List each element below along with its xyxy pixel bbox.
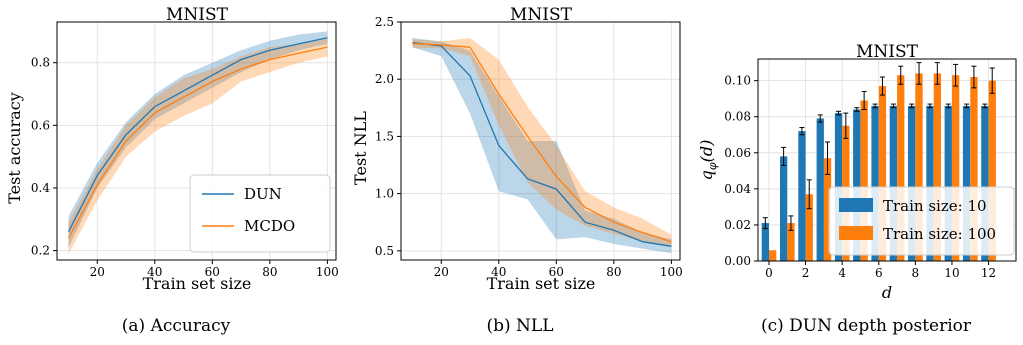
depth-chart-title: MNIST	[856, 42, 919, 62]
depth-bar-train-10	[926, 105, 934, 262]
depth-bar-train-100	[915, 73, 923, 262]
depth-y-tick-label: 0.08	[724, 110, 751, 124]
accuracy-panel: 20 40 60 80 100 0.2 0.4 0.6 0.8 DUN MCDO	[31, 21, 339, 279]
depth-y-tick-label: 0.02	[724, 218, 751, 232]
accuracy-dun-band	[68, 31, 328, 248]
depth-x-tick-label: 8	[912, 266, 920, 280]
depth-y-tick-label: 0.06	[724, 146, 751, 160]
nll-mcdo-line	[412, 43, 672, 243]
accuracy-x-tick-label: 20	[90, 265, 105, 279]
accuracy-chart-title: MNIST	[166, 5, 229, 25]
depth-x-tick-label: 12	[981, 266, 996, 280]
nll-x-tick-label: 20	[434, 265, 449, 279]
depth-bar-train-100	[897, 75, 905, 261]
depth-bar-train-100	[988, 80, 996, 261]
accuracy-y-tick-label: 0.6	[31, 118, 50, 132]
nll-y-tick-label: 2.5	[375, 15, 394, 29]
accuracy-legend-label: MCDO	[244, 217, 295, 235]
depth-x-tick-label: 0	[765, 266, 773, 280]
depth-bar-train-10	[780, 156, 788, 261]
depth-legend-swatch	[839, 198, 873, 212]
depth-caption: (c) DUN depth posterior	[761, 316, 972, 336]
depth-bar-train-10	[853, 109, 861, 261]
accuracy-x-axis-label: Train set size	[143, 274, 252, 293]
depth-plot-frame	[757, 58, 1017, 262]
depth-y-axis-label-rest: (d)	[697, 140, 716, 163]
accuracy-dun-line	[67, 37, 328, 233]
depth-bar-train-100	[805, 194, 813, 261]
depth-y-axis-label: qφ(d)	[697, 140, 719, 181]
depth-legend-label: Train size: 10	[883, 197, 987, 215]
accuracy-mcdo-band	[68, 37, 328, 254]
nll-y-tick-label: 2.0	[375, 72, 394, 86]
depth-legend-swatch	[839, 226, 873, 240]
depth-y-tick-label: 0.04	[724, 182, 751, 196]
accuracy-y-tick-label: 0.8	[31, 56, 50, 70]
depth-bar-train-100	[860, 100, 868, 261]
nll-x-tick-label: 40	[491, 265, 506, 279]
depth-x-tick-label: 4	[838, 266, 846, 280]
depth-x-tick-label: 2	[802, 266, 810, 280]
nll-x-tick-label: 60	[549, 265, 564, 279]
nll-y-tick-label: 1.5	[375, 129, 394, 143]
accuracy-y-axis-label: Test accuracy	[5, 92, 24, 204]
nll-chart-title: MNIST	[510, 5, 573, 25]
depth-bar-train-100	[933, 73, 941, 262]
accuracy-y-tick-label: 0.4	[31, 181, 50, 195]
accuracy-x-tick-label: 80	[262, 265, 277, 279]
depth-x-axis-label: d	[882, 283, 892, 302]
nll-y-axis-label: Test NLL	[351, 111, 370, 185]
depth-y-axis-label-sub: φ	[706, 162, 719, 170]
accuracy-x-tick-label: 60	[205, 265, 220, 279]
depth-bar-train-10	[761, 223, 769, 261]
nll-x-tick-label: 100	[660, 265, 683, 279]
depth-bar-train-100	[878, 86, 887, 261]
depth-y-tick-label: 0.00	[724, 254, 751, 268]
depth-y-tick-label: 0.10	[724, 74, 751, 88]
accuracy-legend-label: DUN	[244, 185, 282, 203]
depth-bar-train-100	[952, 75, 960, 261]
nll-panel: 20 40 60 80 100 0.5 1.0 1.5 2.0 2.5	[375, 15, 683, 279]
nll-mcdo-band	[412, 38, 672, 247]
depth-bar-train-10	[816, 118, 824, 261]
depth-bar-train-100	[823, 158, 832, 261]
nll-plot-frame	[400, 21, 681, 261]
depth-x-tick-label: 10	[944, 266, 959, 280]
depth-y-axis-label-main: q	[697, 170, 716, 180]
depth-bar-train-10	[871, 105, 879, 262]
depth-bar-train-10	[908, 105, 916, 262]
nll-y-tick-label: 0.5	[375, 244, 394, 258]
depth-bar-train-10	[962, 105, 971, 262]
nll-dun-line	[412, 41, 672, 247]
depth-posterior-panel: 0 2 4 6 8 10 12 0.00 0.02 0.04 0.06 0.08 0.10 Train s…	[724, 58, 1017, 280]
nll-x-tick-label: 80	[606, 265, 621, 279]
depth-bar-train-10	[944, 105, 952, 262]
nll-y-tick-label: 1.0	[375, 187, 394, 201]
depth-legend	[828, 186, 1015, 256]
accuracy-mcdo-line	[67, 46, 328, 239]
depth-bar-train-100	[769, 250, 777, 261]
depth-bar-train-100	[970, 77, 978, 261]
nll-x-axis-label: Train set size	[487, 274, 596, 293]
depth-bar-train-10	[798, 131, 806, 261]
accuracy-y-tick-label: 0.2	[31, 244, 50, 258]
depth-bar-train-10	[981, 105, 989, 262]
depth-bar-train-10	[889, 105, 897, 262]
nll-caption: (b) NLL	[486, 316, 553, 336]
accuracy-x-tick-label: 40	[147, 265, 162, 279]
accuracy-caption: (a) Accuracy	[122, 316, 231, 336]
accuracy-x-tick-label: 100	[316, 265, 339, 279]
depth-x-tick-label: 6	[875, 266, 883, 280]
depth-bar-train-100	[787, 223, 795, 261]
accuracy-plot-frame	[56, 21, 337, 261]
depth-legend-label: Train size: 100	[883, 225, 996, 243]
